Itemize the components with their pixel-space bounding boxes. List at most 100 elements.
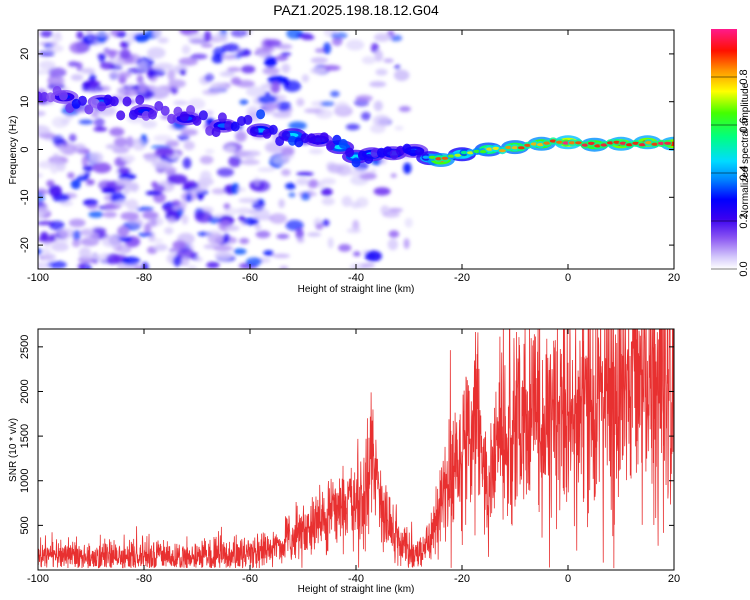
noise-blob <box>214 31 224 40</box>
noise-blob <box>87 254 102 259</box>
noise-blob <box>346 169 367 176</box>
noise-blob <box>230 77 242 86</box>
noise-blob <box>210 82 227 92</box>
noise-blob <box>360 263 375 268</box>
noise-blob <box>49 220 65 231</box>
ridge-band-segment <box>256 109 266 120</box>
noise-blob <box>177 208 184 218</box>
noise-blob <box>38 206 50 217</box>
noise-blob <box>321 197 335 206</box>
noise-blob <box>54 238 70 244</box>
snr-series-line <box>38 329 674 569</box>
noise-blob <box>389 34 403 42</box>
noise-blob <box>246 257 262 266</box>
noise-blob <box>187 32 206 45</box>
noise-blob <box>127 218 144 229</box>
colorbar-ticks: 0.0 0.2 0.4 0.6 0.8 <box>711 69 750 277</box>
colorbar-tick-label: 0.2 <box>738 213 750 228</box>
noise-blob <box>48 185 62 197</box>
noise-blob <box>38 70 51 75</box>
noise-blob <box>334 101 350 114</box>
noise-blob <box>51 116 69 128</box>
noise-blob <box>182 157 192 169</box>
ridge-band-segment <box>192 115 202 126</box>
noise-blob <box>101 235 121 248</box>
noise-blob <box>403 238 410 250</box>
noise-blob <box>46 180 55 187</box>
noise-blob <box>323 42 332 55</box>
ridge-band-segment <box>167 113 177 124</box>
noise-blob <box>369 81 387 88</box>
ridge-band-segment <box>148 109 157 120</box>
ridge-band-core <box>479 150 487 154</box>
noise-blob <box>84 86 104 93</box>
snr-y-axis-label: SNR (10 * v/v) <box>8 418 19 482</box>
noise-blob <box>248 209 256 215</box>
noise-blob <box>398 106 411 112</box>
x-tick-label: -40 <box>348 272 364 284</box>
noise-blob <box>180 128 198 136</box>
noise-blob <box>403 162 412 174</box>
ridge-band-core <box>473 149 481 153</box>
noise-blob <box>81 68 95 74</box>
spectrogram-noise-layer <box>38 30 416 269</box>
noise-blob <box>185 193 192 203</box>
noise-blob <box>281 63 291 74</box>
noise-blob <box>338 244 352 252</box>
noise-blob <box>47 260 67 269</box>
noise-blob <box>141 119 158 129</box>
x-tick-label: -60 <box>242 272 258 284</box>
ridge-band-core <box>619 141 627 145</box>
noise-blob <box>89 152 104 164</box>
ridge-band-core <box>556 140 563 144</box>
noise-blob <box>81 39 95 45</box>
noise-blob <box>153 184 166 193</box>
ridge-band-segment <box>230 121 240 132</box>
noise-blob <box>373 100 383 112</box>
noise-blob <box>40 30 53 38</box>
noise-blob <box>213 245 233 252</box>
x-tick-label: -20 <box>454 272 470 284</box>
ridge-band-segment <box>364 153 374 164</box>
ridge-band-segment <box>135 94 145 105</box>
ridge-band-segment <box>198 110 208 121</box>
ridge-band-core <box>664 141 672 145</box>
noise-blob <box>255 47 276 52</box>
noise-blob <box>136 74 144 84</box>
noise-blob <box>191 252 199 261</box>
ridge-band-segment <box>300 133 310 144</box>
x-tick-label: -20 <box>454 573 470 585</box>
noise-blob <box>233 248 247 255</box>
noise-blob <box>238 198 259 203</box>
noise-blob <box>173 100 188 106</box>
noise-blob <box>254 224 262 231</box>
noise-blob <box>176 247 195 260</box>
ridge-band-segment <box>211 127 221 138</box>
ridge-band-segment <box>78 95 87 106</box>
y-tick-label: 500 <box>19 516 31 534</box>
noise-blob <box>179 257 190 267</box>
ridge-band-segment <box>173 106 183 117</box>
noise-blob <box>82 81 91 87</box>
noise-blob <box>49 233 56 242</box>
noise-blob <box>133 33 150 43</box>
noise-blob <box>264 39 282 48</box>
noise-blob <box>245 86 265 97</box>
noise-blob <box>70 74 84 81</box>
noise-blob <box>38 248 42 255</box>
ridge-band-core <box>530 142 538 146</box>
noise-blob <box>279 265 289 269</box>
noise-blob <box>321 177 336 185</box>
y-tick-label: 0 <box>19 146 31 152</box>
noise-blob <box>145 155 160 161</box>
noise-blob <box>51 242 69 252</box>
chart-title: PAZ1.2025.198.18.12.G04 <box>273 2 439 18</box>
ridge-band-core <box>645 141 653 145</box>
noise-blob <box>179 69 187 76</box>
ridge-band-segment <box>122 96 132 107</box>
noise-blob <box>101 187 117 194</box>
ridge-band-core <box>498 149 506 153</box>
noise-blob <box>211 188 227 195</box>
ridge-band-segment <box>415 148 425 156</box>
